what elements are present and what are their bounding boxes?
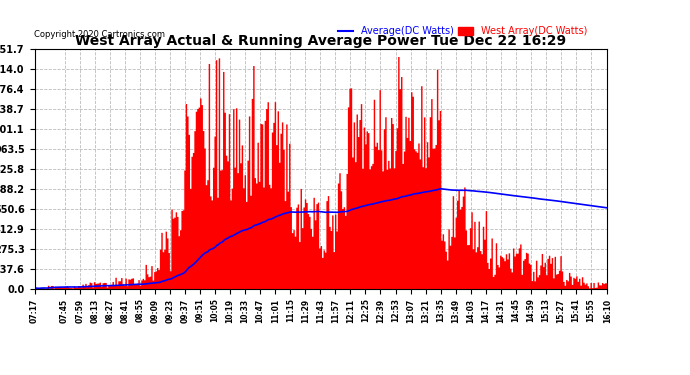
Legend: Average(DC Watts), West Array(DC Watts): Average(DC Watts), West Array(DC Watts) <box>334 22 591 40</box>
Title: West Array Actual & Running Average Power Tue Dec 22 16:29: West Array Actual & Running Average Powe… <box>75 34 566 48</box>
Text: Copyright 2020 Cartronics.com: Copyright 2020 Cartronics.com <box>34 30 166 39</box>
